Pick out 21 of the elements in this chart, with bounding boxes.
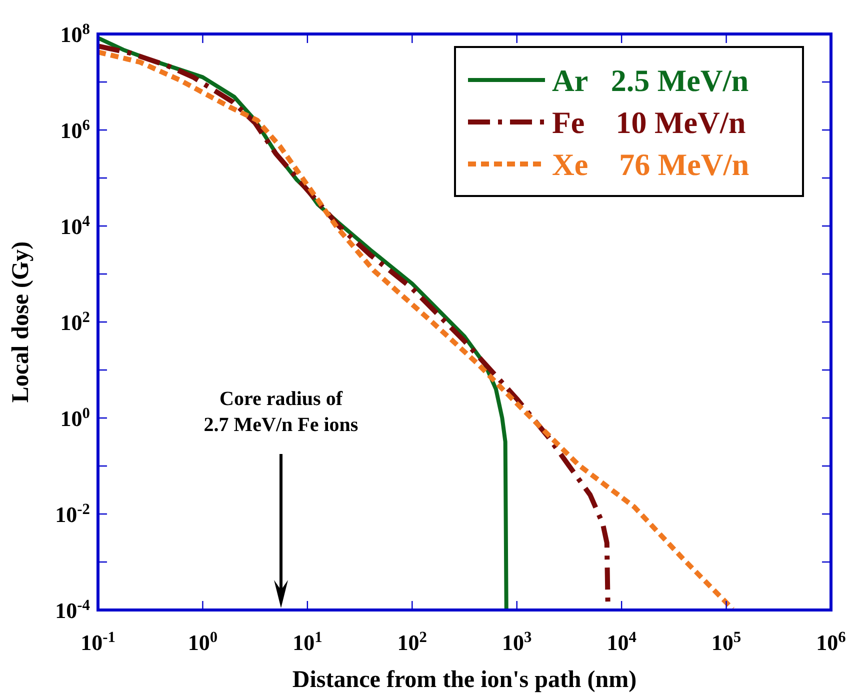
y-tick-label: 10$^{2}$ (60, 308, 90, 335)
legend-label: Ar 2.5 MeV/n (552, 63, 749, 98)
y-tick-label: 10$^{4}$ (60, 212, 90, 239)
legend-label: Fe 10 MeV/n (552, 105, 746, 140)
y-tick-label: 10$^{-2}$ (55, 500, 90, 527)
x-tick-label: 10$^{-1}$ (80, 628, 116, 655)
x-tick-label: 10$^{5}$ (711, 628, 742, 655)
x-tick-label: 10$^{4}$ (606, 628, 637, 655)
y-tick-label: 10$^{0}$ (60, 404, 90, 431)
y-tick-label: 10$^{6}$ (60, 116, 90, 143)
x-tick-label: 10$^{2}$ (397, 628, 428, 655)
legend-label: Xe 76 MeV/n (552, 147, 750, 182)
x-tick-label: 10$^{0}$ (188, 628, 218, 655)
annotation: Core radius of 2.7 MeV/n Fe ions (204, 388, 358, 436)
x-axis-title: Distance from the ion's path (nm) (292, 667, 637, 693)
y-tick-label: 10$^{8}$ (60, 20, 90, 47)
x-tick-label: 10$^{1}$ (292, 628, 322, 655)
y-axis-title: Local dose (Gy) (8, 241, 34, 403)
x-tick-label: 10$^{3}$ (502, 628, 532, 655)
y-tick-label: 10$^{-4}$ (55, 596, 90, 623)
x-tick-label: 10$^{6}$ (816, 628, 846, 655)
